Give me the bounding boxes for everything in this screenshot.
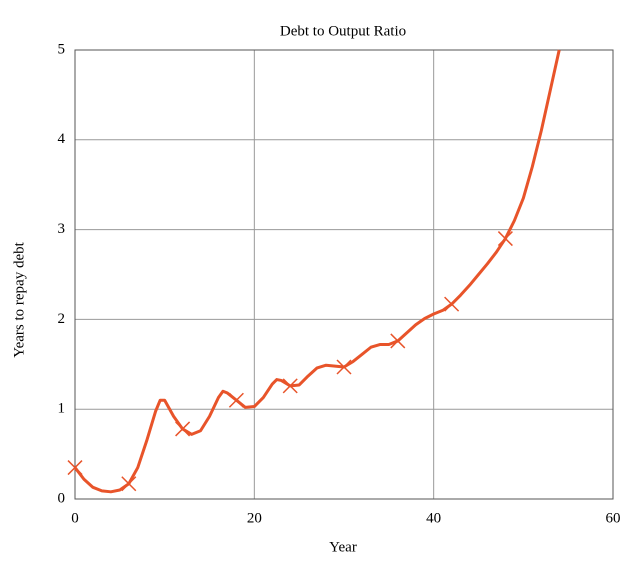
chart-title: Debt to Output Ratio — [280, 23, 406, 39]
y-tick-label: 1 — [58, 401, 66, 417]
x-tick-label: 0 — [71, 510, 79, 526]
cross-marker — [121, 476, 137, 492]
plot-frame — [74, 49, 614, 500]
cross-marker — [336, 359, 352, 375]
cross-marker — [390, 333, 406, 349]
cross-marker — [228, 392, 244, 408]
y-axis-label: Years to repay debt — [11, 241, 27, 357]
y-tick-label: 3 — [58, 221, 66, 237]
y-tick-label: 5 — [58, 41, 66, 57]
cross-marker — [67, 460, 83, 476]
cross-marker — [497, 231, 513, 247]
cross-marker — [175, 421, 191, 437]
x-tick-label: 40 — [426, 510, 441, 526]
x-tick-label: 60 — [606, 510, 621, 526]
cross-marker — [282, 378, 298, 394]
y-tick-label: 0 — [58, 490, 66, 506]
data-line — [73, 49, 561, 494]
cross-marker — [444, 296, 460, 312]
y-tick-label: 2 — [58, 311, 66, 327]
y-tick-label: 4 — [58, 131, 66, 147]
x-tick-label: 20 — [247, 510, 262, 526]
x-axis-label: Year — [329, 539, 357, 555]
